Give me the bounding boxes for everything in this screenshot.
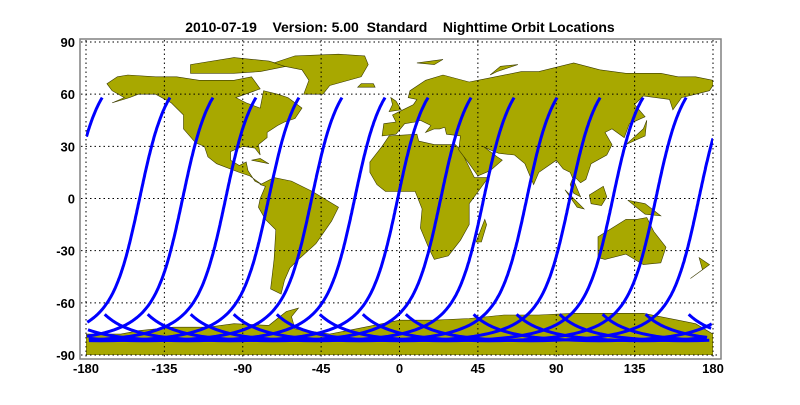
land-britain: [388, 96, 402, 112]
x-tick-label: -135: [151, 361, 177, 376]
x-tick-label: -45: [312, 361, 331, 376]
orbit-track-12: [318, 96, 645, 343]
x-tick-label: 180: [702, 361, 724, 376]
x-tick-label: 135: [624, 361, 646, 376]
land-japan: [625, 120, 648, 145]
y-tick-label: -90: [56, 348, 75, 363]
x-tick-label: 90: [549, 361, 563, 376]
land-borneo: [588, 185, 608, 206]
x-tick-label: -180: [73, 361, 99, 376]
plot-frame: [79, 38, 722, 360]
x-tick-labels: -180 -135 -90 -45 0 45 90 135 180: [73, 361, 724, 376]
orbit-track-5: [88, 96, 708, 343]
land-greenland: [273, 53, 369, 95]
land-iceland: [356, 83, 376, 88]
x-tick-label: 0: [396, 361, 403, 376]
orbit-track-14: [86, 96, 713, 343]
land-new-zealand: [690, 256, 711, 279]
y-tick-label: 0: [68, 192, 75, 207]
y-tick-labels: 90 60 30 0 -30 -60 -90: [56, 35, 75, 363]
land-arctic-islands: [190, 57, 287, 74]
x-tick-label: -90: [233, 361, 252, 376]
y-tick-label: -60: [56, 296, 75, 311]
x-tick-label: 45: [471, 361, 485, 376]
land-north-america: [106, 74, 303, 185]
y-tick-label: -30: [56, 244, 75, 259]
y-tick-label: 30: [61, 139, 75, 154]
orbit-track-2: [86, 96, 707, 343]
orbit-layer: [86, 96, 713, 343]
y-tick-label: 90: [61, 35, 75, 50]
y-tick-label: 60: [61, 87, 75, 102]
map-title: 2010-07-19 Version: 5.00 Standard Nightt…: [185, 19, 615, 35]
orbit-track-6: [87, 96, 712, 343]
land-madagascar: [475, 218, 487, 243]
orbit-track-3: [93, 96, 710, 343]
land-cuba: [251, 158, 270, 164]
land-africa: [369, 133, 489, 260]
land-novaya-zemlya: [489, 64, 518, 76]
orbit-track-13: [361, 96, 688, 343]
orbit-track-1: [86, 96, 713, 343]
land-eurasia: [381, 62, 713, 198]
land-svalbard: [416, 59, 444, 65]
